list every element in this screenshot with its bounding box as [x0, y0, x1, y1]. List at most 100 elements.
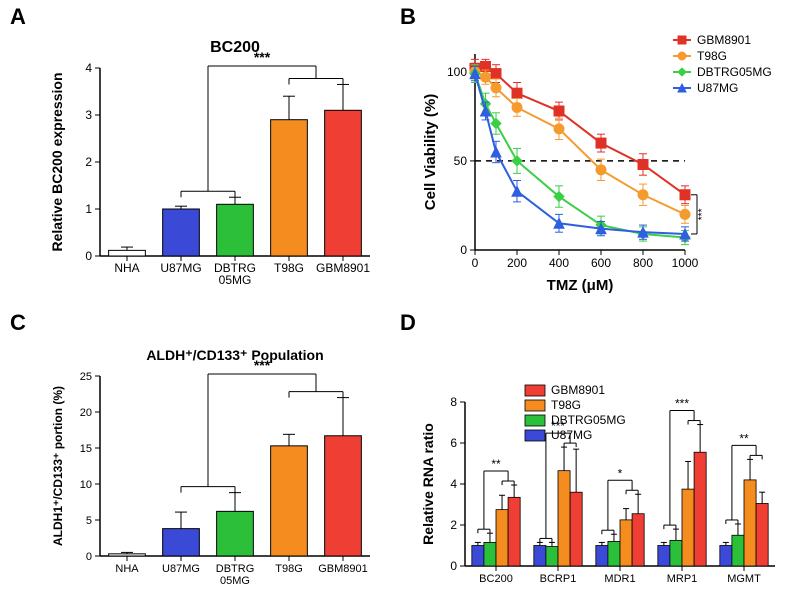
bar: [271, 446, 308, 556]
bar: [325, 110, 362, 256]
svg-text:***: ***: [254, 357, 271, 373]
series-line: [475, 66, 685, 194]
panel-label-d: D: [400, 310, 416, 336]
svg-text:**: **: [739, 431, 749, 445]
svg-text:05MG: 05MG: [220, 575, 250, 587]
svg-text:ALDH1⁺/CD133⁺ portion (%): ALDH1⁺/CD133⁺ portion (%): [51, 386, 65, 546]
legend-label: GBM8901: [551, 383, 605, 397]
legend-swatch: [525, 415, 545, 426]
legend-label: U87MG: [551, 428, 592, 442]
bar: [217, 511, 254, 556]
svg-text:2: 2: [85, 155, 92, 169]
svg-text:8: 8: [450, 395, 457, 409]
svg-text:0: 0: [85, 249, 92, 263]
bar: [620, 520, 632, 566]
bar: [271, 120, 308, 256]
svg-text:BC200: BC200: [210, 39, 260, 56]
svg-text:NHA: NHA: [115, 563, 139, 575]
svg-text:Relative RNA ratio: Relative RNA ratio: [420, 423, 436, 545]
chart-aldh-cd133: ALDH⁺/CD133⁺ Population 0 5 10 15 20 25 ALDH1⁺/…: [40, 330, 380, 600]
svg-text:MRP1: MRP1: [667, 573, 698, 585]
svg-text:MDR1: MDR1: [604, 573, 635, 585]
bar: [534, 546, 546, 567]
svg-text:0: 0: [460, 243, 467, 257]
legend-label: U87MG: [697, 81, 738, 95]
chart-bc200-expression: BC200 0 1 2 3 4 Relative BC200 expression NHA U8…: [40, 20, 380, 300]
panel-label-a: A: [10, 4, 26, 30]
panel-label-c: C: [10, 310, 26, 336]
bar: [109, 554, 146, 556]
bar: [756, 503, 768, 566]
svg-text:3: 3: [85, 108, 92, 122]
bar: [163, 209, 200, 256]
svg-text:**: **: [491, 457, 501, 471]
svg-text:BC200: BC200: [479, 573, 513, 585]
svg-text:5: 5: [86, 515, 92, 527]
svg-text:*: *: [618, 466, 623, 480]
svg-text:25: 25: [80, 371, 92, 383]
bar: [109, 250, 146, 256]
bar: [720, 546, 732, 567]
svg-text:200: 200: [507, 256, 527, 270]
bar: [608, 541, 620, 566]
svg-text:GBM8901: GBM8901: [316, 261, 370, 275]
svg-text:U87MG: U87MG: [160, 261, 201, 275]
bar: [217, 204, 254, 256]
svg-text:0: 0: [86, 551, 92, 563]
bar: [744, 480, 756, 566]
svg-text:T98G: T98G: [274, 261, 304, 275]
bar: [658, 546, 670, 567]
svg-text:4: 4: [85, 61, 92, 75]
svg-text:400: 400: [549, 256, 569, 270]
bar: [558, 471, 570, 566]
chart-cell-viability: 05010002004006008001000Cell Viability (%…: [415, 20, 785, 300]
bar: [670, 540, 682, 566]
bar: [682, 489, 694, 566]
bar: [163, 529, 200, 556]
svg-text:***: ***: [697, 208, 708, 220]
svg-text:U87MG: U87MG: [162, 563, 200, 575]
svg-text:***: ***: [254, 49, 271, 65]
bar: [508, 497, 520, 566]
svg-text:Relative BC200 expression: Relative BC200 expression: [49, 73, 65, 252]
svg-text:0: 0: [472, 256, 479, 270]
bar: [546, 547, 558, 566]
svg-text:2: 2: [450, 518, 457, 532]
bar: [732, 535, 744, 566]
svg-text:1000: 1000: [672, 256, 699, 270]
svg-text:6: 6: [450, 436, 457, 450]
svg-text:800: 800: [633, 256, 653, 270]
panel-label-b: B: [400, 4, 416, 30]
svg-text:10: 10: [80, 479, 92, 491]
bar: [632, 514, 644, 566]
bar: [570, 492, 582, 566]
svg-text:50: 50: [454, 154, 468, 168]
svg-text:0: 0: [450, 559, 457, 573]
legend-label: T98G: [551, 398, 581, 412]
legend-swatch: [525, 430, 545, 441]
svg-text:15: 15: [80, 443, 92, 455]
svg-text:GBM8901: GBM8901: [318, 563, 368, 575]
svg-text:MGMT: MGMT: [727, 573, 761, 585]
svg-text:NHA: NHA: [114, 261, 139, 275]
bar: [484, 542, 496, 566]
legend-swatch: [525, 400, 545, 411]
svg-text:100: 100: [447, 65, 467, 79]
legend-label: T98G: [697, 49, 727, 63]
svg-text:TMZ (μM): TMZ (μM): [547, 277, 614, 294]
legend-label: GBM8901: [697, 33, 751, 47]
svg-text:***: ***: [675, 397, 689, 411]
svg-text:ALDH⁺/CD133⁺ Population: ALDH⁺/CD133⁺ Population: [146, 347, 323, 363]
chart-relative-rna: 02468Relative RNA ratioBC200**BCRP1***MD…: [415, 330, 785, 600]
legend-swatch: [525, 385, 545, 396]
bar: [496, 510, 508, 566]
svg-text:20: 20: [80, 407, 92, 419]
svg-text:600: 600: [591, 256, 611, 270]
svg-text:4: 4: [450, 477, 457, 491]
bar: [472, 546, 484, 567]
bar: [694, 452, 706, 566]
svg-text:BCRP1: BCRP1: [540, 573, 577, 585]
bar: [325, 436, 362, 556]
svg-text:1: 1: [85, 202, 92, 216]
svg-text:DBTRG: DBTRG: [216, 563, 255, 575]
